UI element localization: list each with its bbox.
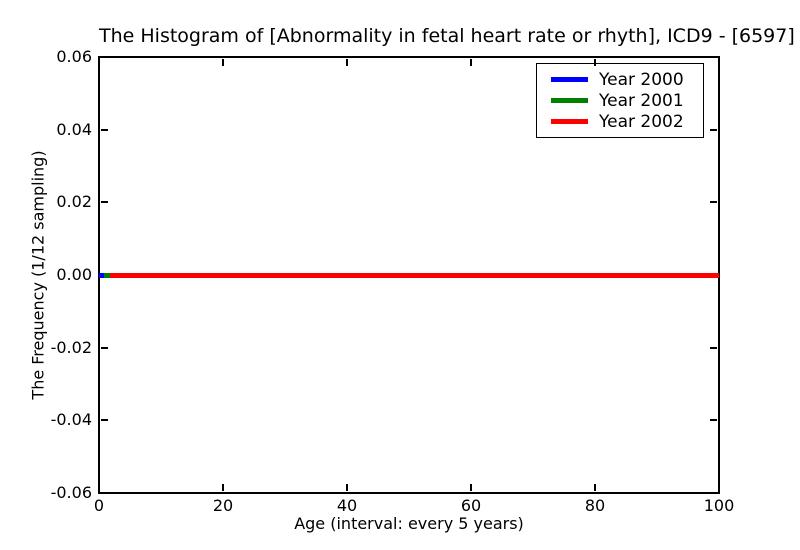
- x-tick-mark-top: [98, 59, 100, 66]
- y-tick-mark-right: [710, 201, 717, 204]
- x-axis-label: Age (interval: every 5 years): [294, 514, 524, 533]
- y-tick-mark: [101, 419, 108, 422]
- y-tick-mark-right: [710, 492, 717, 494]
- x-tick-mark: [346, 484, 348, 491]
- y-tick-label: -0.04: [50, 410, 92, 430]
- y-tick-label: 0.06: [56, 47, 92, 66]
- x-tick-mark-top: [594, 59, 596, 66]
- chart-title: The Histogram of [Abnormality in fetal h…: [99, 25, 795, 47]
- y-tick-mark-right: [710, 346, 717, 349]
- y-tick-mark: [101, 492, 108, 494]
- y-tick-label: 0.00: [56, 265, 92, 284]
- y-tick-mark-right: [710, 128, 717, 131]
- legend-item: Year 2001: [537, 90, 703, 111]
- legend: Year 2000 Year 2001 Year 2002: [536, 63, 704, 138]
- legend-line-swatch: [551, 98, 588, 103]
- x-tick-mark-top: [222, 59, 224, 66]
- y-tick-mark: [101, 56, 108, 58]
- y-tick-mark: [101, 346, 108, 349]
- x-tick-label: 20: [212, 496, 234, 515]
- legend-item: Year 2002: [537, 111, 703, 132]
- legend-label: Year 2002: [599, 111, 684, 132]
- y-tick-mark-right: [710, 419, 717, 422]
- x-tick-label: 40: [336, 496, 358, 515]
- x-tick-mark-top: [346, 59, 348, 66]
- data-series-line: [103, 272, 111, 278]
- x-tick-label: 100: [703, 496, 735, 515]
- x-tick-label: 60: [460, 496, 482, 515]
- y-tick-label: -0.06: [50, 483, 92, 502]
- y-tick-mark: [101, 128, 108, 131]
- data-series-line: [110, 272, 719, 278]
- x-tick-mark: [718, 484, 720, 491]
- y-tick-label: 0.02: [56, 192, 92, 212]
- legend-line-swatch: [551, 119, 588, 124]
- legend-line-swatch: [551, 77, 588, 82]
- y-tick-label: -0.02: [50, 337, 92, 357]
- x-tick-mark: [222, 484, 224, 491]
- x-tick-label: 0: [93, 496, 105, 515]
- legend-label: Year 2000: [599, 69, 684, 90]
- legend-label: Year 2001: [599, 90, 684, 111]
- x-tick-mark-top: [718, 59, 720, 66]
- y-tick-mark: [101, 201, 108, 204]
- y-tick-mark-right: [710, 56, 717, 58]
- y-tick-label: 0.04: [56, 119, 92, 139]
- x-tick-mark: [470, 484, 472, 491]
- legend-item: Year 2000: [537, 69, 703, 90]
- x-tick-mark-top: [470, 59, 472, 66]
- x-tick-label: 80: [584, 496, 606, 515]
- x-tick-mark: [98, 484, 100, 491]
- data-series-line: [99, 272, 104, 278]
- x-tick-mark: [594, 484, 596, 491]
